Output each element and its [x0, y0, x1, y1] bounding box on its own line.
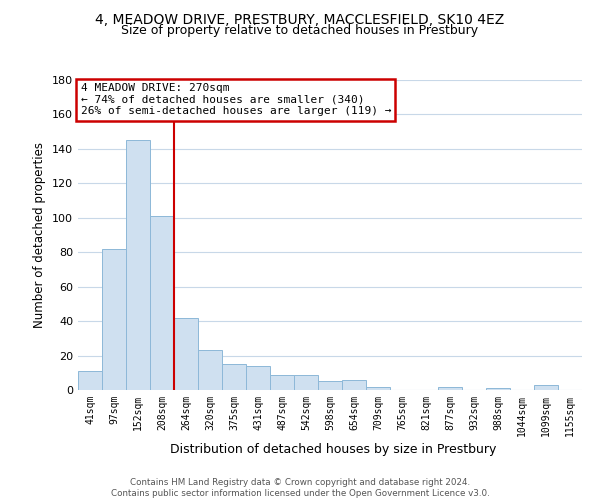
Bar: [222, 364, 246, 390]
Y-axis label: Number of detached properties: Number of detached properties: [34, 142, 46, 328]
Text: 4, MEADOW DRIVE, PRESTBURY, MACCLESFIELD, SK10 4EZ: 4, MEADOW DRIVE, PRESTBURY, MACCLESFIELD…: [95, 12, 505, 26]
Text: Size of property relative to detached houses in Prestbury: Size of property relative to detached ho…: [121, 24, 479, 37]
Text: Distribution of detached houses by size in Prestbury: Distribution of detached houses by size …: [170, 442, 496, 456]
Text: 4 MEADOW DRIVE: 270sqm
← 74% of detached houses are smaller (340)
26% of semi-de: 4 MEADOW DRIVE: 270sqm ← 74% of detached…: [80, 83, 391, 116]
Bar: [438, 386, 462, 390]
Bar: [486, 388, 510, 390]
Bar: [270, 374, 294, 390]
Text: Contains HM Land Registry data © Crown copyright and database right 2024.
Contai: Contains HM Land Registry data © Crown c…: [110, 478, 490, 498]
Bar: [126, 140, 150, 390]
Bar: [366, 386, 390, 390]
Bar: [198, 350, 222, 390]
Bar: [102, 249, 126, 390]
Bar: [78, 371, 102, 390]
Bar: [174, 318, 198, 390]
Bar: [342, 380, 366, 390]
Bar: [246, 366, 270, 390]
Bar: [150, 216, 174, 390]
Bar: [294, 374, 318, 390]
Bar: [318, 382, 342, 390]
Bar: [534, 385, 558, 390]
